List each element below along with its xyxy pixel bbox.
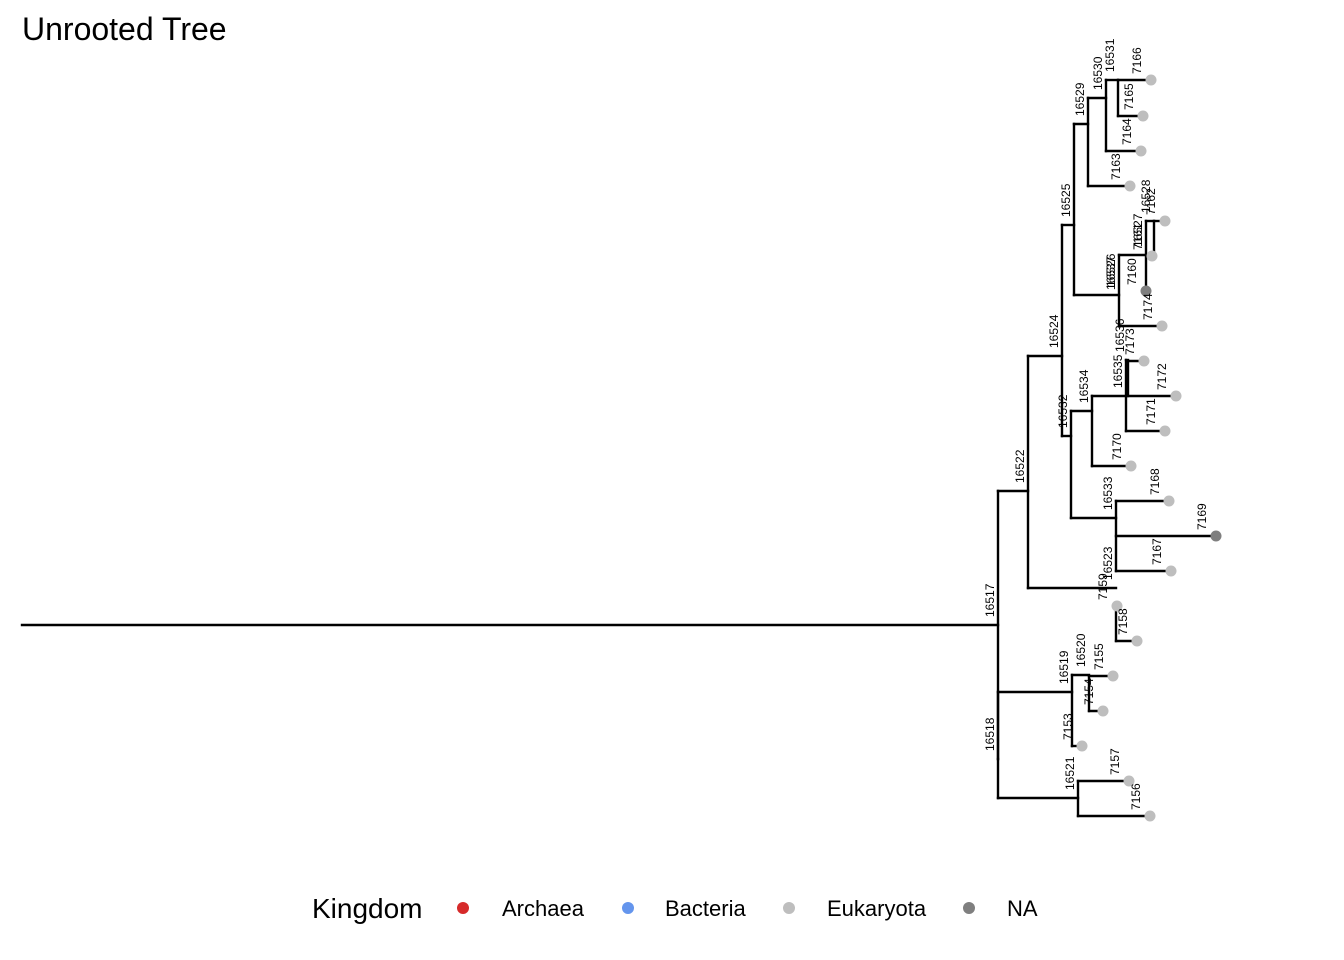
node-label-16532: 16532 <box>1056 394 1070 428</box>
node-label-16520: 16520 <box>1074 633 1088 667</box>
tip-point-7153 <box>1076 740 1088 752</box>
node-label-16537: 16537 <box>1104 256 1118 290</box>
tip-point-7167 <box>1165 565 1177 577</box>
tip-label-7161: 7161 <box>1131 223 1145 250</box>
node-label-16530: 16530 <box>1091 56 1105 90</box>
legend-key-na <box>963 902 975 914</box>
node-label-16529: 16529 <box>1073 82 1087 116</box>
tip-point-7156 <box>1144 810 1156 822</box>
tip-point-7169 <box>1210 530 1222 542</box>
tip-label-7160: 7160 <box>1125 258 1139 285</box>
tip-point-7172 <box>1170 390 1182 402</box>
tip-label-7153: 7153 <box>1061 713 1075 740</box>
tip-point-7163 <box>1124 180 1136 192</box>
node-label-16527: 16527 <box>1131 213 1145 247</box>
legend: Kingdom Archaea Bacteria Eukaryota NA <box>312 893 1038 924</box>
tip-point-7168 <box>1163 495 1175 507</box>
tip-label-7172: 7172 <box>1155 363 1169 390</box>
tip-point-7166 <box>1145 74 1157 86</box>
tip-point-7162 <box>1159 215 1171 227</box>
tip-point-7158 <box>1131 635 1143 647</box>
node-label-16535: 16535 <box>1111 354 1125 388</box>
node-label-16517: 16517 <box>983 583 997 617</box>
node-label-16522: 16522 <box>1013 449 1027 483</box>
tip-label-7171: 7171 <box>1144 398 1158 425</box>
tip-point-7161 <box>1146 250 1158 262</box>
legend-key-eukaryota <box>783 902 795 914</box>
legend-title: Kingdom <box>312 893 423 924</box>
tip-label-7166: 7166 <box>1130 47 1144 74</box>
tip-label-7174: 7174 <box>1141 293 1155 320</box>
tip-label-7170: 7170 <box>1110 433 1124 460</box>
tip-point-7157 <box>1123 775 1135 787</box>
tip-point-7174 <box>1156 320 1168 332</box>
tip-point-7159 <box>1111 600 1123 612</box>
legend-label-na: NA <box>1007 896 1038 921</box>
node-label-16533: 16533 <box>1101 476 1115 510</box>
tip-point-7164 <box>1135 145 1147 157</box>
tip-label-7169: 7169 <box>1195 503 1209 530</box>
tip-label-7159: 7159 <box>1096 573 1110 600</box>
tip-label-7168: 7168 <box>1148 468 1162 495</box>
tip-label-7163: 7163 <box>1109 153 1123 180</box>
tip-label-7162: 7162 <box>1144 188 1158 215</box>
tip-label-7154: 7154 <box>1082 678 1096 705</box>
tip-label-7167: 7167 <box>1150 538 1164 565</box>
tip-label-7156: 7156 <box>1129 783 1143 810</box>
node-label-16531: 16531 <box>1103 38 1117 72</box>
tip-label-7155: 7155 <box>1092 643 1106 670</box>
legend-key-bacteria <box>622 902 634 914</box>
figure-title: Unrooted Tree <box>22 11 227 47</box>
node-label-16518: 16518 <box>983 717 997 751</box>
tip-label-7165: 7165 <box>1122 83 1136 110</box>
legend-key-archaea <box>457 902 469 914</box>
tip-point-7165 <box>1137 110 1149 122</box>
legend-label-archaea: Archaea <box>502 896 585 921</box>
node-label-16526: 16526 <box>1104 253 1118 287</box>
node-label-16536: 16536 <box>1113 318 1127 352</box>
node-label-16519: 16519 <box>1057 650 1071 684</box>
tip-label-7173: 7173 <box>1123 328 1137 355</box>
node-label-16534: 16534 <box>1077 369 1091 403</box>
node-label-16524: 16524 <box>1047 314 1061 348</box>
tip-label-7164: 7164 <box>1120 118 1134 145</box>
legend-label-eukaryota: Eukaryota <box>827 896 927 921</box>
tip-label-7157: 7157 <box>1108 748 1122 775</box>
tip-label-7158: 7158 <box>1116 608 1130 635</box>
tip-point-7155 <box>1107 670 1119 682</box>
tree-tips <box>1076 74 1222 822</box>
tree-edges <box>20 78 1218 818</box>
tip-point-7173 <box>1138 355 1150 367</box>
node-label-16521: 16521 <box>1063 756 1077 790</box>
legend-label-bacteria: Bacteria <box>665 896 746 921</box>
node-label-16528: 16528 <box>1139 179 1153 213</box>
tip-point-7160 <box>1140 285 1152 297</box>
node-label-16525: 16525 <box>1059 183 1073 217</box>
tip-point-7170 <box>1125 460 1137 472</box>
tip-point-7154 <box>1097 705 1109 717</box>
tip-point-7171 <box>1159 425 1171 437</box>
node-label-16523: 16523 <box>1101 546 1115 580</box>
